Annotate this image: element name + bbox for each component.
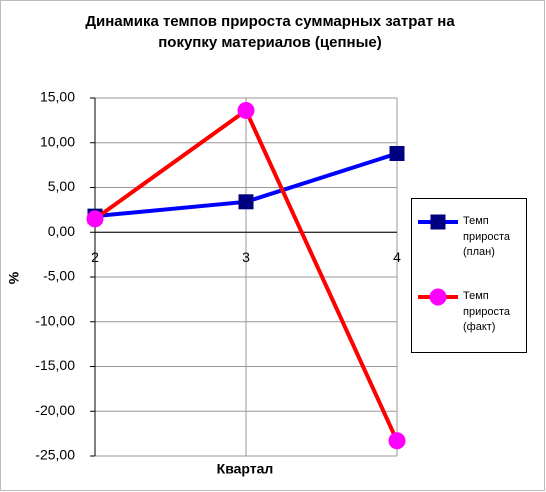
legend-label: Темп прироста (план) xyxy=(463,215,510,258)
y-tick-label: -15,00 xyxy=(35,357,75,373)
chart-title: Динамика темпов прироста суммарных затра… xyxy=(85,13,455,51)
point-marker xyxy=(86,210,104,228)
y-tick-label: 5,00 xyxy=(48,178,75,194)
point-marker xyxy=(388,432,406,450)
y-tick-label: 0,00 xyxy=(48,223,75,239)
y-tick-label: -20,00 xyxy=(35,402,75,418)
y-tick-label: 15,00 xyxy=(40,89,75,105)
x-axis-label: Квартал xyxy=(217,461,274,477)
y-axis-label: % xyxy=(6,271,22,284)
x-tick-label: 3 xyxy=(242,249,250,265)
point-marker xyxy=(237,102,255,120)
point-marker xyxy=(238,194,254,210)
point-marker xyxy=(389,145,405,161)
y-tick-label: -5,00 xyxy=(43,268,75,284)
legend-marker xyxy=(429,288,447,306)
y-tick-label: 10,00 xyxy=(40,133,75,149)
y-tick-label: -10,00 xyxy=(35,312,75,328)
legend-marker xyxy=(430,214,446,230)
x-tick-label: 4 xyxy=(393,249,401,265)
legend-label: Темп прироста (факт) xyxy=(463,290,510,333)
y-tick-label: -25,00 xyxy=(35,447,75,463)
